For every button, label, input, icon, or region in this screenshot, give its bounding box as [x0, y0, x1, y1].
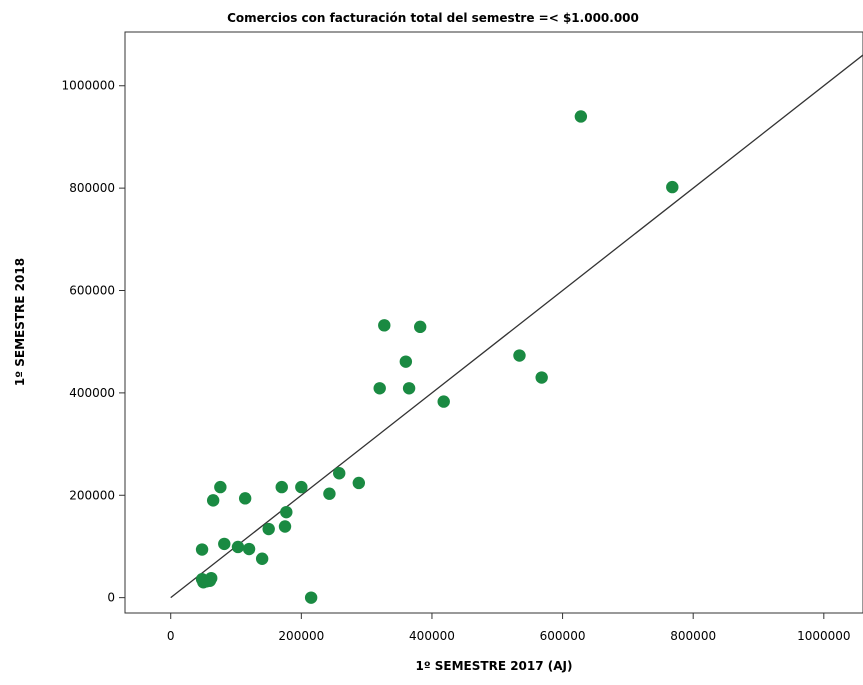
data-point: [195, 543, 209, 556]
data-point: [304, 591, 318, 604]
data-point: [437, 395, 450, 408]
data-point: [218, 537, 231, 551]
data-point: [333, 467, 346, 480]
data-point: [373, 382, 386, 395]
data-point: [666, 180, 679, 194]
data-point: [513, 349, 526, 362]
data-point: [203, 574, 217, 587]
data-point: [231, 540, 245, 554]
y-axis-label: 1º SEMESTRE 2018: [13, 258, 27, 386]
data-point: [214, 480, 227, 494]
data-points: [195, 110, 679, 604]
x-tick-label: 600000: [540, 629, 586, 643]
x-tick-label: 1000000: [797, 629, 850, 643]
x-axis-label: 1º SEMESTRE 2017 (AJ): [415, 659, 572, 673]
data-point: [352, 476, 366, 490]
data-point: [402, 382, 416, 395]
data-point: [295, 480, 308, 494]
y-axis: 0 200000 400000 600000 800000 1000000: [62, 79, 125, 605]
y-tick-label: 0: [107, 591, 115, 605]
data-point: [378, 319, 391, 332]
data-point: [238, 492, 252, 505]
x-tick-label: 800000: [670, 629, 716, 643]
data-point: [323, 487, 336, 500]
data-point: [262, 522, 275, 536]
plot-frame: [124, 31, 863, 614]
data-point: [275, 480, 288, 494]
data-point: [206, 494, 220, 507]
data-point: [414, 320, 427, 334]
x-tick-label: 400000: [409, 629, 455, 643]
data-point: [280, 505, 293, 519]
data-point: [574, 110, 588, 123]
data-point: [255, 552, 269, 565]
y-tick-label: 1000000: [62, 79, 115, 93]
data-point: [399, 355, 413, 368]
x-tick-label: 0: [167, 629, 175, 643]
fit-line: [170, 54, 863, 599]
data-point: [535, 371, 548, 384]
chart-title: Comercios con facturación total del seme…: [227, 11, 639, 25]
fit-line-group: [170, 54, 863, 599]
y-tick-label: 400000: [69, 386, 115, 400]
y-tick-label: 800000: [69, 181, 115, 195]
x-tick-label: 200000: [278, 629, 324, 643]
y-tick-label: 600000: [69, 284, 115, 298]
y-tick-label: 200000: [69, 488, 115, 502]
data-point: [278, 520, 292, 533]
data-point: [242, 542, 256, 556]
x-axis: 0 200000 400000 600000 800000 1000000: [167, 613, 851, 643]
